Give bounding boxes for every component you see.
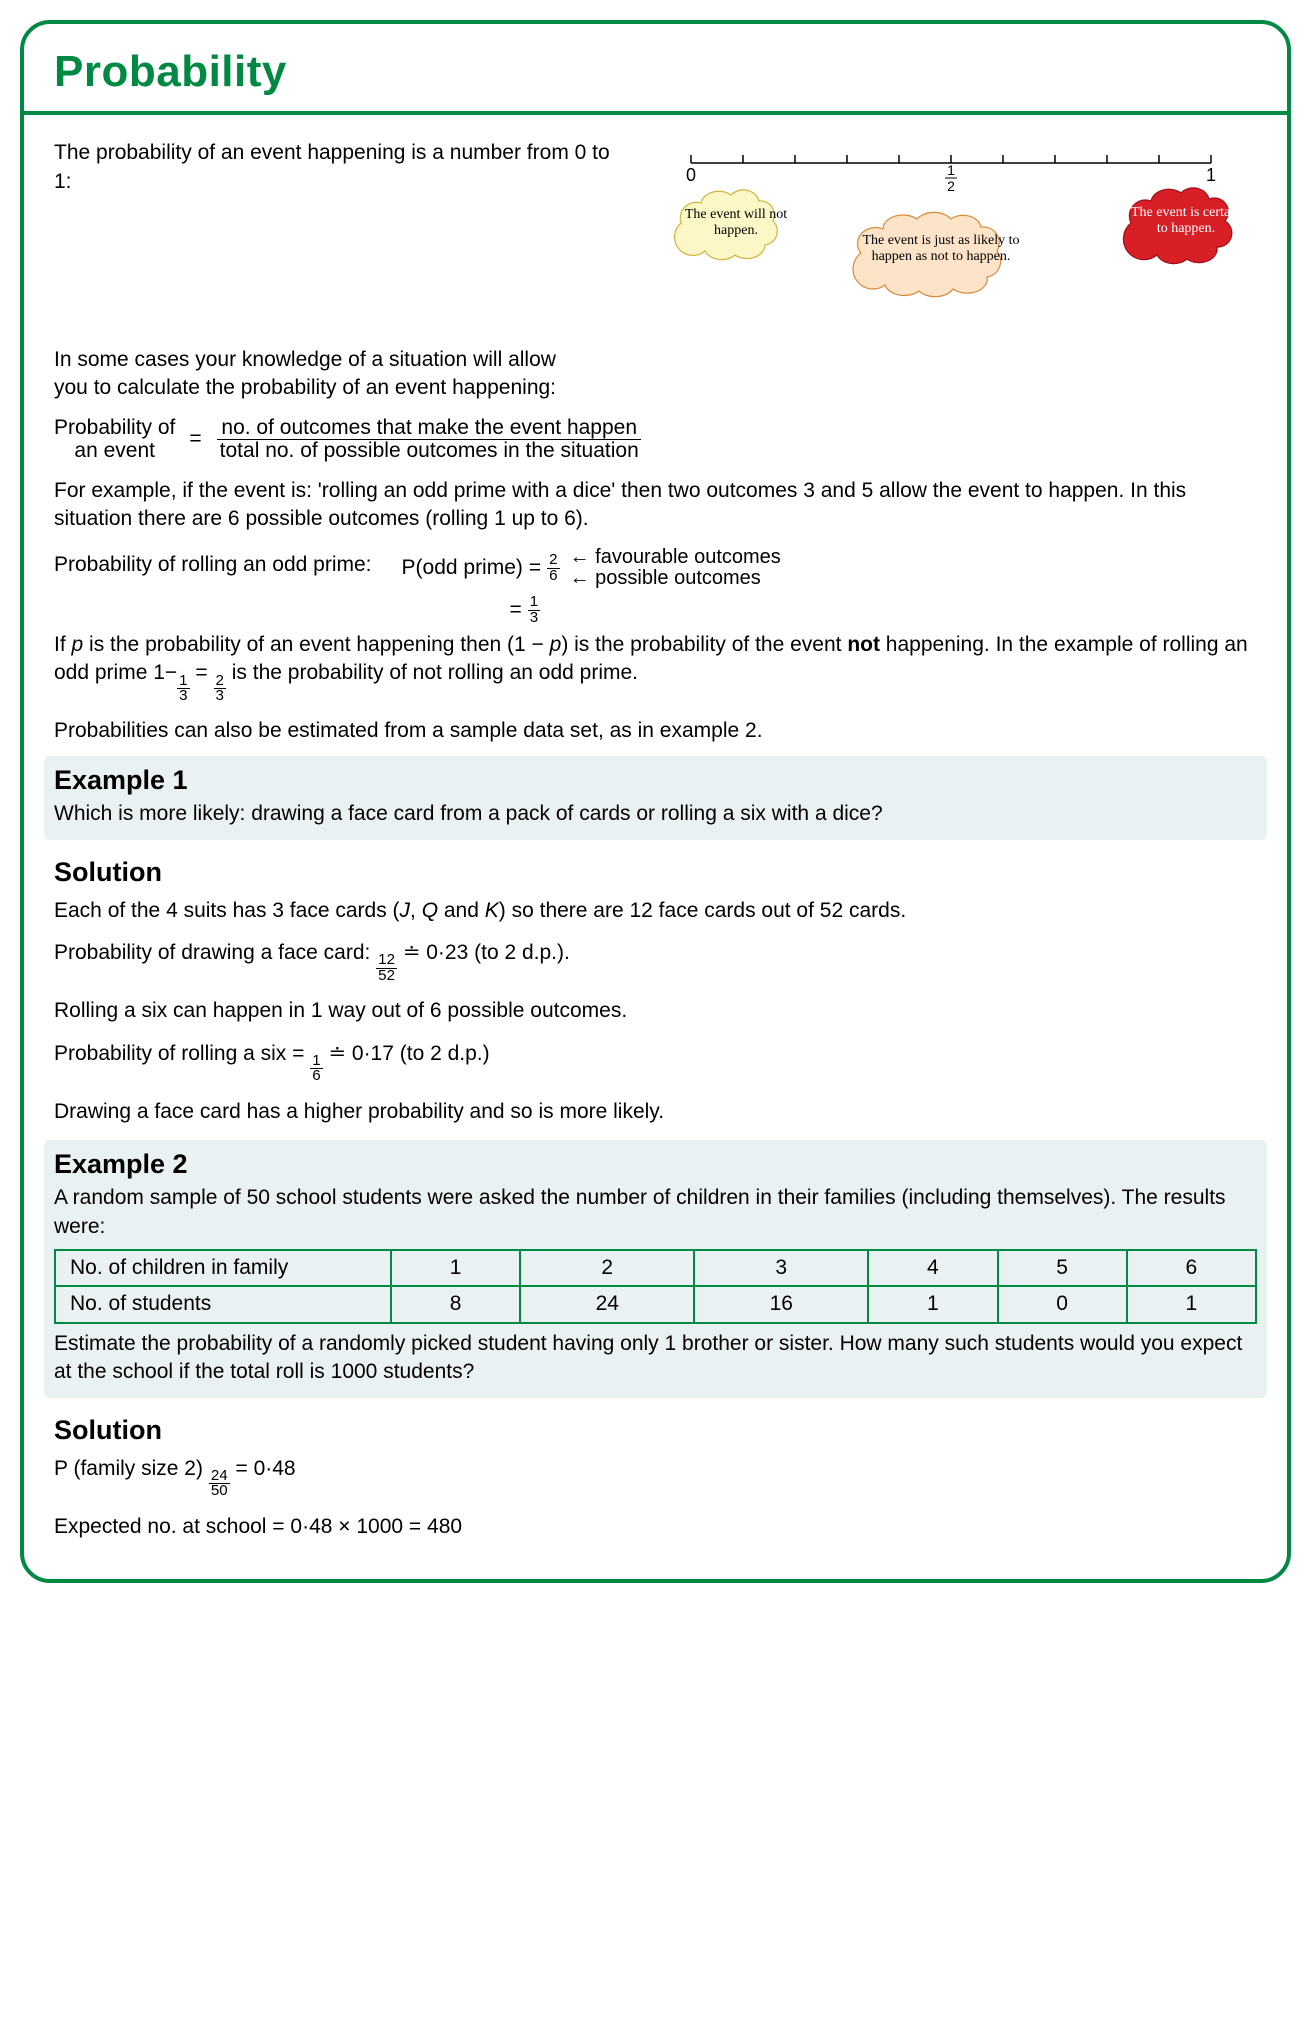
formula-den: total no. of possible outcomes in the si… <box>216 440 643 462</box>
odd-prime-eq: Probability of rolling an odd prime: P(o… <box>54 547 1257 625</box>
ex1-step1: Each of the 4 suits has 3 face cards (J,… <box>54 897 1257 925</box>
not-bold: not <box>847 633 880 656</box>
formula-lhs-top: Probability of <box>54 416 175 439</box>
table-cell: No. of children in family <box>55 1250 391 1286</box>
formula-fraction: no. of outcomes that make the event happ… <box>216 417 643 462</box>
numline-label-1: 1 <box>1206 165 1216 185</box>
table-cell: 4 <box>868 1250 997 1286</box>
page-title: Probability <box>54 42 1257 101</box>
frac-1-3: 13 <box>528 595 540 625</box>
solution-1-label: Solution <box>54 854 1257 890</box>
number-line-diagram: 0 1 2 1 The event will not happen. <box>651 133 1257 339</box>
ex1-step4: Probability of rolling a six = 16 ≐ 0·17… <box>54 1040 1257 1084</box>
cloudh-text: The event is just as likely to happen as… <box>851 221 1031 277</box>
ex1-step3: Rolling a six can happen in 1 way out of… <box>54 997 1257 1025</box>
frac-1-3b: 13 <box>177 674 189 704</box>
numline-label-half-den: 2 <box>948 178 956 194</box>
p-odd-prime: P(odd prime) <box>402 554 523 582</box>
intro-text-col: The probability of an event happening is… <box>54 133 631 339</box>
frac-2-3: 23 <box>214 674 226 704</box>
dice-explanation: For example, if the event is: 'rolling a… <box>54 477 1257 534</box>
table-cell: 16 <box>694 1286 868 1322</box>
table-cell: 1 <box>868 1286 997 1322</box>
example-2-question: A random sample of 50 school students we… <box>54 1184 1257 1241</box>
formula-lhs: Probability of an event <box>54 416 175 462</box>
family-table: No. of children in family 1 2 3 4 5 6 No… <box>54 1249 1257 1324</box>
example-1-title: Example 1 <box>54 762 1257 798</box>
formula-num: no. of outcomes that make the event happ… <box>217 417 641 440</box>
table-row: No. of students 8 24 16 1 0 1 <box>55 1286 1256 1322</box>
probability-formula: Probability of an event = no. of outcome… <box>54 416 1257 462</box>
eq2: = <box>510 596 522 624</box>
table-row: No. of children in family 1 2 3 4 5 6 <box>55 1250 1256 1286</box>
numline-label-0: 0 <box>686 165 696 185</box>
numline-svg: 0 1 2 1 The event will not happen. <box>651 133 1251 333</box>
example-2-title: Example 2 <box>54 1146 1257 1182</box>
table-cell: 24 <box>520 1286 694 1322</box>
cloud0-text: The event will not happen. <box>671 195 801 251</box>
equals-sign: = <box>189 425 201 453</box>
example-1-question: Which is more likely: drawing a face car… <box>54 800 1257 828</box>
example-1: Example 1 Which is more likely: drawing … <box>44 756 1267 841</box>
example-2-question-2: Estimate the probability of a randomly p… <box>54 1330 1257 1387</box>
odd-prime-label: Probability of rolling an odd prime: <box>54 547 372 579</box>
ex1-step2: Probability of drawing a face card: 1252… <box>54 939 1257 983</box>
annot-fav: ← favourable outcomes <box>570 547 781 568</box>
example-2: Example 2 A random sample of 50 school s… <box>44 1140 1267 1399</box>
intro-2: In some cases your knowledge of a situat… <box>54 346 574 403</box>
table-cell: 2 <box>520 1250 694 1286</box>
complement-para: If p is the probability of an event happ… <box>54 631 1257 703</box>
content: The probability of an event happening is… <box>24 115 1287 1579</box>
table-cell: 6 <box>1127 1250 1256 1286</box>
annot-pos: ← possible outcomes <box>570 568 781 589</box>
table-cell: 1 <box>1127 1286 1256 1322</box>
table-cell: 5 <box>998 1250 1127 1286</box>
eq1: = <box>529 554 541 582</box>
table-cell: 1 <box>391 1250 520 1286</box>
title-bar: Probability <box>24 24 1287 115</box>
table-cell: 8 <box>391 1286 520 1322</box>
frac-1-6: 16 <box>310 1054 322 1084</box>
frac-24-50: 2450 <box>209 1469 230 1499</box>
numline-label-half-num: 1 <box>948 162 956 178</box>
p-var-1: p <box>72 633 84 656</box>
outcome-annotations: ← favourable outcomes ← possible outcome… <box>570 547 781 589</box>
p-var-2: p <box>550 633 562 656</box>
intro-1: The probability of an event happening is… <box>54 139 631 196</box>
ex1-step5: Drawing a face card has a higher probabi… <box>54 1098 1257 1126</box>
intro-row: The probability of an event happening is… <box>54 133 1257 339</box>
frac-2-6: 26 <box>547 553 559 583</box>
table-cell: 3 <box>694 1250 868 1286</box>
ex2-step2: Expected no. at school = 0·48 × 1000 = 4… <box>54 1513 1257 1541</box>
ex2-step1: P (family size 2) 2450 = 0·48 <box>54 1455 1257 1499</box>
cloud1-text: The event is certain to happen. <box>1121 193 1251 249</box>
page-frame: Probability The probability of an event … <box>20 20 1291 1583</box>
table-cell: No. of students <box>55 1286 391 1322</box>
solution-2-label: Solution <box>54 1412 1257 1448</box>
table-cell: 0 <box>998 1286 1127 1322</box>
frac-12-52: 1252 <box>376 953 397 983</box>
formula-lhs-bot: an event <box>74 439 155 462</box>
sample-data-line: Probabilities can also be estimated from… <box>54 717 1257 745</box>
